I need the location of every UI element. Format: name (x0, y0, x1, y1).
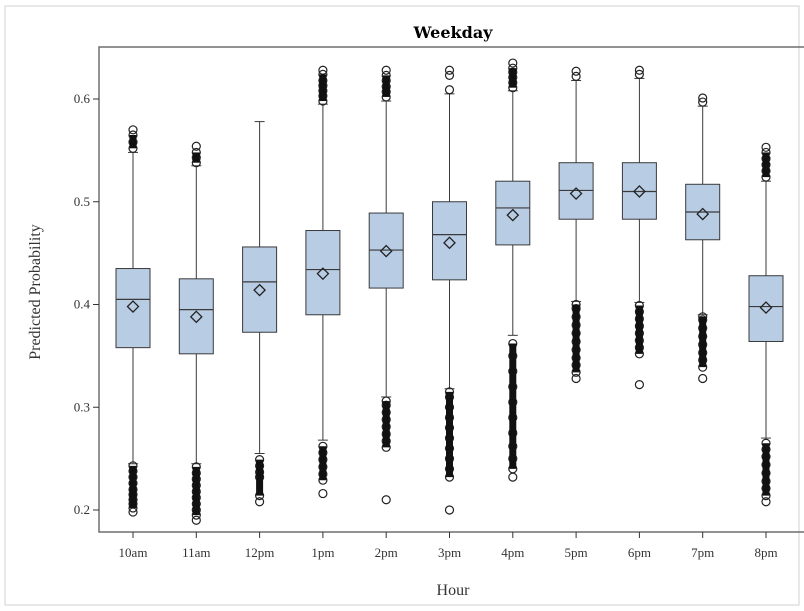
x-tick-label: 5pm (565, 545, 588, 560)
x-tick-label: 1pm (311, 545, 334, 560)
iqr-box (115, 268, 151, 349)
x-tick-label: 11am (182, 545, 210, 560)
y-tick-label: 0.5 (74, 194, 90, 209)
mean-marker (379, 244, 393, 258)
outlier-point (508, 472, 518, 482)
plot-area-frame (98, 46, 804, 533)
x-tick-label: 4pm (501, 545, 524, 560)
outlier-point (444, 85, 455, 95)
x-tick-label: 2pm (375, 545, 398, 560)
iqr-box (495, 180, 531, 246)
y-axis-label: Predicted Probability (27, 224, 44, 360)
outlier-point (318, 65, 328, 75)
outlier-point (255, 497, 265, 507)
outlier-point (571, 71, 581, 81)
outlier-point (698, 97, 708, 107)
chart-title: Weekday (413, 23, 494, 42)
outlier-point (444, 70, 455, 80)
iqr-box (178, 278, 214, 355)
outlier-point (318, 488, 328, 499)
chart-marks: 0.2 0.3 0.4 0.5 0.6 10am 11am 12pm 1pm 2pm 3pm 4pm 5… (74, 58, 784, 560)
outlier-point (698, 373, 708, 384)
outlier-point (698, 93, 708, 103)
mean-marker (696, 207, 710, 221)
mean-marker (126, 300, 140, 313)
outlier-point (571, 66, 581, 76)
outlier-point (508, 58, 518, 68)
outlier-point (634, 69, 645, 79)
x-tick-label: 12pm (245, 545, 275, 560)
outlier-point (761, 142, 771, 152)
outlier-point (634, 380, 645, 390)
x-tick-label: 7pm (691, 545, 714, 560)
y-tick-label: 0.3 (74, 399, 90, 414)
x-tick-label: 6pm (628, 545, 651, 560)
iqr-box (432, 201, 467, 281)
outlier-point (634, 65, 645, 75)
x-axis-label: Hour (437, 582, 471, 599)
mean-marker (189, 310, 203, 324)
y-tick-label: 0.2 (74, 502, 90, 517)
x-tick-label: 10am (119, 545, 148, 560)
mean-marker (632, 185, 646, 198)
y-tick-label: 0.6 (74, 91, 91, 106)
mean-marker (569, 187, 583, 200)
outlier-point (571, 373, 581, 384)
iqr-box (242, 246, 278, 333)
iqr-box (305, 230, 341, 316)
outlier-point (191, 141, 201, 151)
outlier-point (761, 497, 771, 507)
mean-marker (759, 301, 773, 315)
outlier-point (128, 125, 138, 135)
x-tick-label: 8pm (754, 545, 777, 560)
outlier-point (444, 65, 455, 75)
outlier-point (444, 505, 455, 515)
iqr-box (748, 275, 784, 342)
mean-marker (316, 267, 330, 281)
x-tick-label: 3pm (438, 545, 461, 560)
y-tick-label: 0.4 (74, 297, 91, 312)
outlier-point (191, 515, 201, 525)
mean-marker (253, 283, 267, 297)
mean-marker (443, 236, 456, 250)
outlier-point (381, 495, 391, 505)
outlier-point (381, 65, 391, 75)
mean-marker (506, 208, 520, 222)
figure-border (4, 5, 800, 606)
